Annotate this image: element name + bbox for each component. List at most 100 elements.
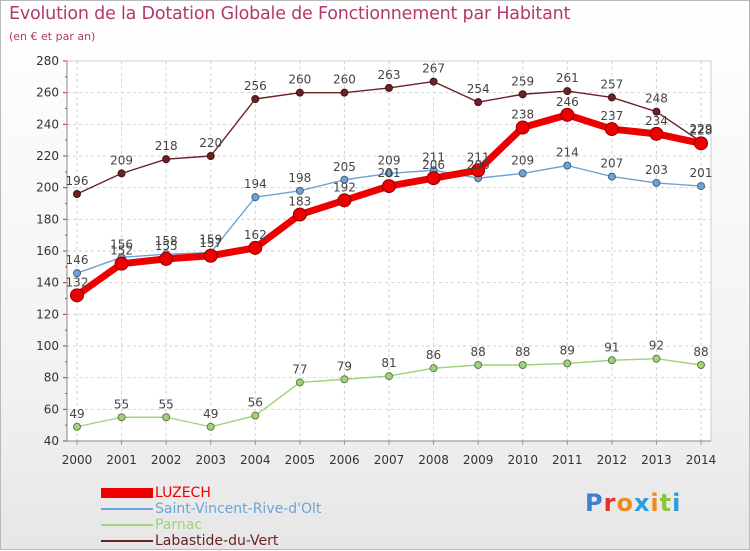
data-label-parnac: 49 — [203, 407, 218, 421]
chart-title: Evolution de la Dotation Globale de Fonc… — [9, 4, 571, 24]
y-tick-label: 60 — [44, 402, 59, 416]
data-point-parnac — [206, 422, 215, 431]
data-point-parnac — [607, 356, 616, 365]
logo-letter: r — [603, 489, 617, 517]
data-label-luzech: 132 — [66, 275, 89, 289]
data-point-parnac — [340, 375, 349, 384]
legend-swatch-saint-vincent — [101, 508, 153, 510]
data-point-labastide-du-vert — [518, 90, 527, 99]
data-label-saint-vincent-rive-d-olt: 205 — [333, 160, 356, 174]
legend-item-luzech[interactable]: LUZECH — [101, 485, 361, 501]
data-point-luzech — [70, 288, 84, 303]
data-label-labastide-du-vert: 259 — [511, 74, 534, 88]
data-point-labastide-du-vert — [117, 169, 126, 178]
data-label-saint-vincent-rive-d-olt: 207 — [600, 157, 623, 171]
data-point-luzech — [382, 179, 396, 194]
data-label-saint-vincent-rive-d-olt: 194 — [244, 177, 267, 191]
data-label-saint-vincent-rive-d-olt: 203 — [645, 163, 668, 177]
data-label-labastide-du-vert: 254 — [467, 82, 490, 96]
data-point-saint-vincent-rive-d-olt — [340, 175, 349, 184]
data-label-luzech: 237 — [600, 109, 623, 123]
data-label-labastide-du-vert: 196 — [66, 174, 89, 188]
data-label-luzech: 234 — [645, 114, 668, 128]
data-label-parnac: 88 — [693, 345, 708, 359]
data-point-luzech — [649, 126, 664, 141]
data-point-luzech — [159, 251, 174, 266]
data-point-saint-vincent-rive-d-olt — [73, 269, 81, 278]
data-point-parnac — [429, 364, 438, 373]
legend-item-labastide[interactable]: Labastide-du-Vert — [101, 533, 361, 549]
data-point-parnac — [385, 372, 393, 381]
data-label-labastide-du-vert: 256 — [244, 79, 267, 93]
data-point-parnac — [697, 361, 705, 369]
x-tick-label: 2009 — [463, 453, 494, 467]
data-label-parnac: 88 — [515, 345, 530, 359]
data-label-luzech: 201 — [378, 166, 401, 180]
data-point-luzech — [203, 248, 218, 263]
legend-swatch-parnac — [101, 524, 153, 526]
data-label-saint-vincent-rive-d-olt: 209 — [378, 153, 401, 167]
data-label-saint-vincent-rive-d-olt: 209 — [511, 153, 534, 167]
data-label-labastide-du-vert: 260 — [333, 73, 356, 87]
data-label-saint-vincent-rive-d-olt: 159 — [199, 233, 222, 247]
x-tick-label: 2003 — [195, 453, 226, 467]
y-tick-label: 280 — [36, 54, 59, 68]
data-point-saint-vincent-rive-d-olt — [295, 186, 304, 195]
data-label-parnac: 86 — [426, 348, 441, 362]
x-tick-label: 2008 — [418, 453, 449, 467]
data-point-labastide-du-vert — [251, 95, 260, 103]
logo-letter: x — [633, 489, 651, 517]
x-tick-label: 2007 — [374, 453, 405, 467]
y-tick-label: 40 — [44, 434, 59, 448]
y-tick-label: 80 — [44, 371, 59, 385]
y-tick-label: 200 — [36, 181, 59, 195]
y-tick-label: 240 — [36, 117, 59, 131]
legend-item-parnac[interactable]: Parnac — [101, 517, 361, 533]
x-tick-label: 2005 — [285, 453, 316, 467]
data-label-parnac: 81 — [381, 356, 396, 370]
data-label-saint-vincent-rive-d-olt: 211 — [422, 150, 445, 164]
x-tick-label: 2000 — [62, 453, 93, 467]
data-label-parnac: 49 — [69, 407, 84, 421]
data-label-labastide-du-vert: 257 — [600, 77, 623, 91]
x-tick-label: 2011 — [552, 453, 583, 467]
legend-swatch-labastide — [101, 540, 153, 542]
data-label-luzech: 238 — [511, 108, 534, 122]
legend-label-labastide: Labastide-du-Vert — [155, 533, 279, 549]
logo-letter: P — [585, 489, 604, 517]
data-point-luzech — [471, 163, 486, 178]
data-point-parnac — [563, 359, 572, 368]
y-tick-label: 140 — [36, 276, 59, 290]
data-label-parnac: 88 — [471, 345, 486, 359]
y-tick-label: 100 — [36, 339, 59, 353]
data-point-luzech — [114, 256, 129, 271]
logo-letter: t — [659, 489, 673, 517]
legend-item-saint-vincent[interactable]: Saint-Vincent-Rive-d'Olt — [101, 501, 361, 517]
data-label-saint-vincent-rive-d-olt: 156 — [110, 237, 133, 251]
data-label-labastide-du-vert: 263 — [378, 68, 401, 82]
data-point-saint-vincent-rive-d-olt — [251, 193, 260, 202]
data-label-labastide-du-vert: 260 — [288, 73, 311, 87]
data-point-parnac — [73, 422, 81, 431]
data-label-luzech: 162 — [244, 228, 267, 242]
data-point-labastide-du-vert — [474, 98, 483, 107]
y-tick-label: 220 — [36, 149, 59, 163]
data-point-labastide-du-vert — [162, 155, 171, 164]
data-point-saint-vincent-rive-d-olt — [563, 161, 572, 170]
data-point-parnac — [251, 411, 260, 420]
x-tick-label: 2013 — [641, 453, 672, 467]
logo-letter: i — [650, 489, 660, 517]
data-label-saint-vincent-rive-d-olt: 201 — [690, 166, 713, 180]
data-label-labastide-du-vert: 229 — [690, 122, 713, 136]
data-point-parnac — [652, 354, 661, 363]
data-point-labastide-du-vert — [429, 77, 438, 86]
x-tick-label: 2001 — [106, 453, 137, 467]
data-label-parnac: 56 — [248, 396, 263, 410]
data-point-luzech — [604, 122, 619, 137]
data-point-saint-vincent-rive-d-olt — [652, 178, 661, 187]
data-point-labastide-du-vert — [295, 88, 304, 97]
x-tick-label: 2002 — [151, 453, 182, 467]
data-point-luzech — [426, 171, 441, 186]
data-point-labastide-du-vert — [652, 107, 661, 116]
